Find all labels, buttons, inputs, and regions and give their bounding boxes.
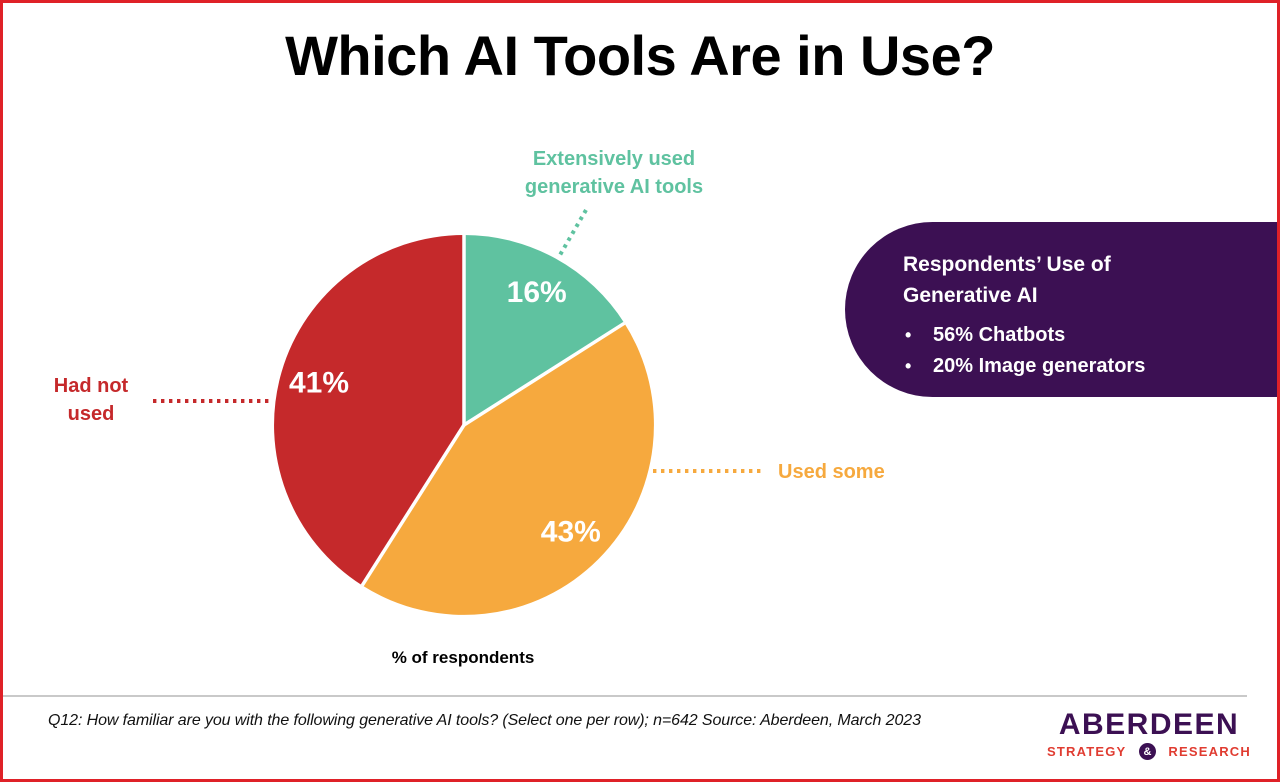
slice-label-line: Had not (53, 375, 129, 397)
slice-separator (360, 424, 466, 587)
pie-slice-had-not-used (274, 235, 464, 586)
callout-bullet-list: • 56% Chatbots • 20% Image generators (903, 320, 1259, 382)
pie-slice-extensively-used (464, 235, 625, 425)
slice-label-line: Extensively used (532, 148, 696, 170)
axis-label: % of respondents (391, 648, 535, 667)
callout-bullet-text: 20% Image generators (933, 355, 1146, 377)
bullet-dot-icon: • (905, 325, 912, 345)
logo-strategy-text: STRATEGY (1047, 744, 1127, 759)
pie-value-label-used-some: 43% (541, 515, 601, 548)
slice-separator (463, 321, 626, 427)
logo-tagline: STRATEGY & RESEARCH (1047, 743, 1251, 760)
logo-research-text: RESEARCH (1168, 744, 1251, 759)
callout-heading: Respondents’ Use of Generative AI (903, 253, 1111, 307)
logo-wordmark: ABERDEEN (1058, 708, 1240, 741)
callout-respondents-use: Respondents’ Use of Generative AI • 56% … (845, 222, 1277, 397)
page-title: Which AI Tools Are in Use? (285, 24, 995, 87)
pie-value-label-extensively-used: 16% (507, 276, 567, 309)
pie-value-label-had-not-used: 41% (289, 366, 349, 399)
callout-bullet-item: • 20% Image generators (903, 351, 1259, 382)
aberdeen-logo: ABERDEEN STRATEGY & RESEARCH (1047, 709, 1251, 760)
slice-label-had-not-used: Had not used (21, 372, 161, 428)
callout-bullet-item: • 56% Chatbots (903, 320, 1259, 351)
bullet-dot-icon: • (905, 356, 912, 376)
slice-label-used-some: Used some (778, 461, 885, 483)
callout-bullet-text: 56% Chatbots (933, 324, 1066, 346)
leader-line-extensively-used (558, 208, 588, 257)
slice-label-line: used (67, 403, 115, 425)
slice-label-line: generative AI tools (524, 176, 704, 198)
footnote: Q12: How familiar are you with the follo… (48, 712, 921, 729)
ampersand-glyph: & (1143, 745, 1152, 758)
slice-label-extensively-used: Extensively used generative AI tools (454, 145, 774, 201)
pie-slice-used-some (362, 323, 654, 615)
ampersand-circle-icon: & (1138, 743, 1156, 760)
footer-divider (3, 695, 1247, 697)
